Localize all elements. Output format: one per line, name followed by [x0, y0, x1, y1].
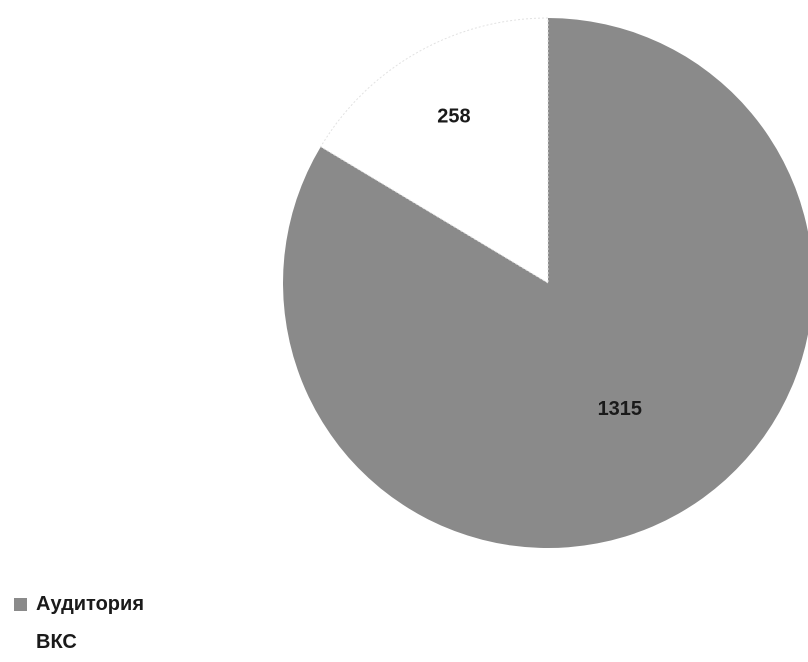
legend-label-auditoriya: Аудитория: [36, 592, 144, 615]
pie-data-labels: 1315 258: [437, 105, 642, 420]
legend-item-vks: ВКС: [14, 630, 144, 654]
data-label-auditoriya: 1315: [598, 398, 643, 420]
legend-swatch-auditoriya: [14, 597, 27, 611]
pie-slices: [283, 17, 808, 548]
pie-slice-auditoriya: [283, 18, 808, 548]
pie-slice-vks: [320, 17, 549, 284]
chart-legend: Аудитория ВКС: [14, 592, 144, 654]
legend-label-vks: ВКС: [36, 630, 77, 653]
data-label-vks: 258: [437, 105, 470, 127]
legend-item-auditoriya: Аудитория: [14, 592, 144, 616]
legend-swatch-vks: [14, 636, 27, 649]
